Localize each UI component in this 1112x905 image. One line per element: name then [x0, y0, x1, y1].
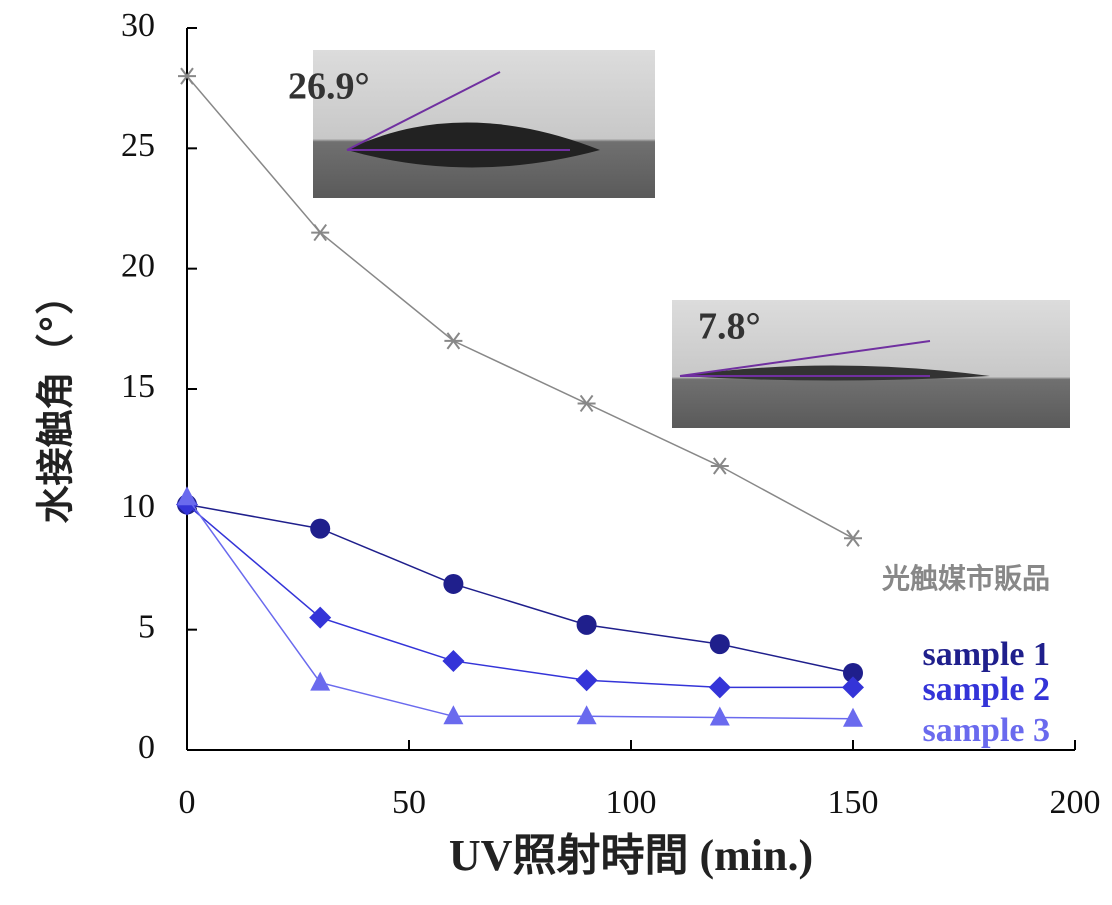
series-line — [186, 496, 854, 720]
marker — [577, 394, 596, 413]
marker — [310, 671, 331, 691]
x-tick-label: 100 — [606, 784, 657, 821]
series-label: 光触媒市販品 — [881, 562, 1050, 595]
marker — [844, 529, 862, 547]
series-line — [186, 503, 853, 689]
series-label: sample 2 — [923, 671, 1051, 708]
marker — [310, 518, 331, 539]
marker — [709, 634, 730, 655]
series-label: sample 1 — [923, 636, 1051, 673]
x-tick-label: 200 — [1050, 784, 1101, 821]
inset-photo-2: 7.8° — [672, 300, 1070, 428]
marker — [443, 705, 464, 725]
marker — [843, 707, 863, 727]
marker — [842, 676, 864, 699]
marker — [576, 705, 597, 725]
y-tick-label: 20 — [121, 247, 155, 284]
marker — [843, 662, 863, 683]
inset-photo-1: 26.9° — [288, 50, 655, 198]
y-tick-label: 15 — [121, 368, 155, 405]
marker — [575, 669, 598, 692]
marker — [708, 676, 731, 699]
y-tick-label: 30 — [121, 7, 155, 44]
y-axis-label: 水接触角（°） — [34, 276, 78, 523]
marker — [709, 706, 730, 726]
marker — [178, 67, 196, 85]
marker — [576, 614, 597, 635]
x-tick-label: 50 — [392, 784, 426, 821]
series-line — [186, 75, 854, 539]
y-tick-label: 10 — [121, 488, 155, 525]
y-tick-label: 0 — [138, 729, 155, 766]
x-axis-label: UV照射時間 (min.) — [449, 831, 813, 880]
angle-annotation: 7.8° — [698, 306, 761, 348]
marker — [309, 606, 332, 629]
marker — [444, 332, 463, 350]
series-label: sample 3 — [923, 712, 1051, 749]
marker — [311, 223, 330, 242]
angle-annotation: 26.9° — [288, 66, 370, 108]
y-tick-label: 5 — [138, 608, 155, 645]
marker — [177, 486, 197, 506]
marker — [443, 573, 464, 594]
x-tick-label: 0 — [179, 784, 196, 821]
series-line — [186, 503, 854, 674]
y-tick-label: 25 — [121, 127, 155, 164]
x-tick-label: 150 — [828, 784, 879, 821]
marker — [710, 457, 729, 475]
marker — [442, 649, 465, 672]
